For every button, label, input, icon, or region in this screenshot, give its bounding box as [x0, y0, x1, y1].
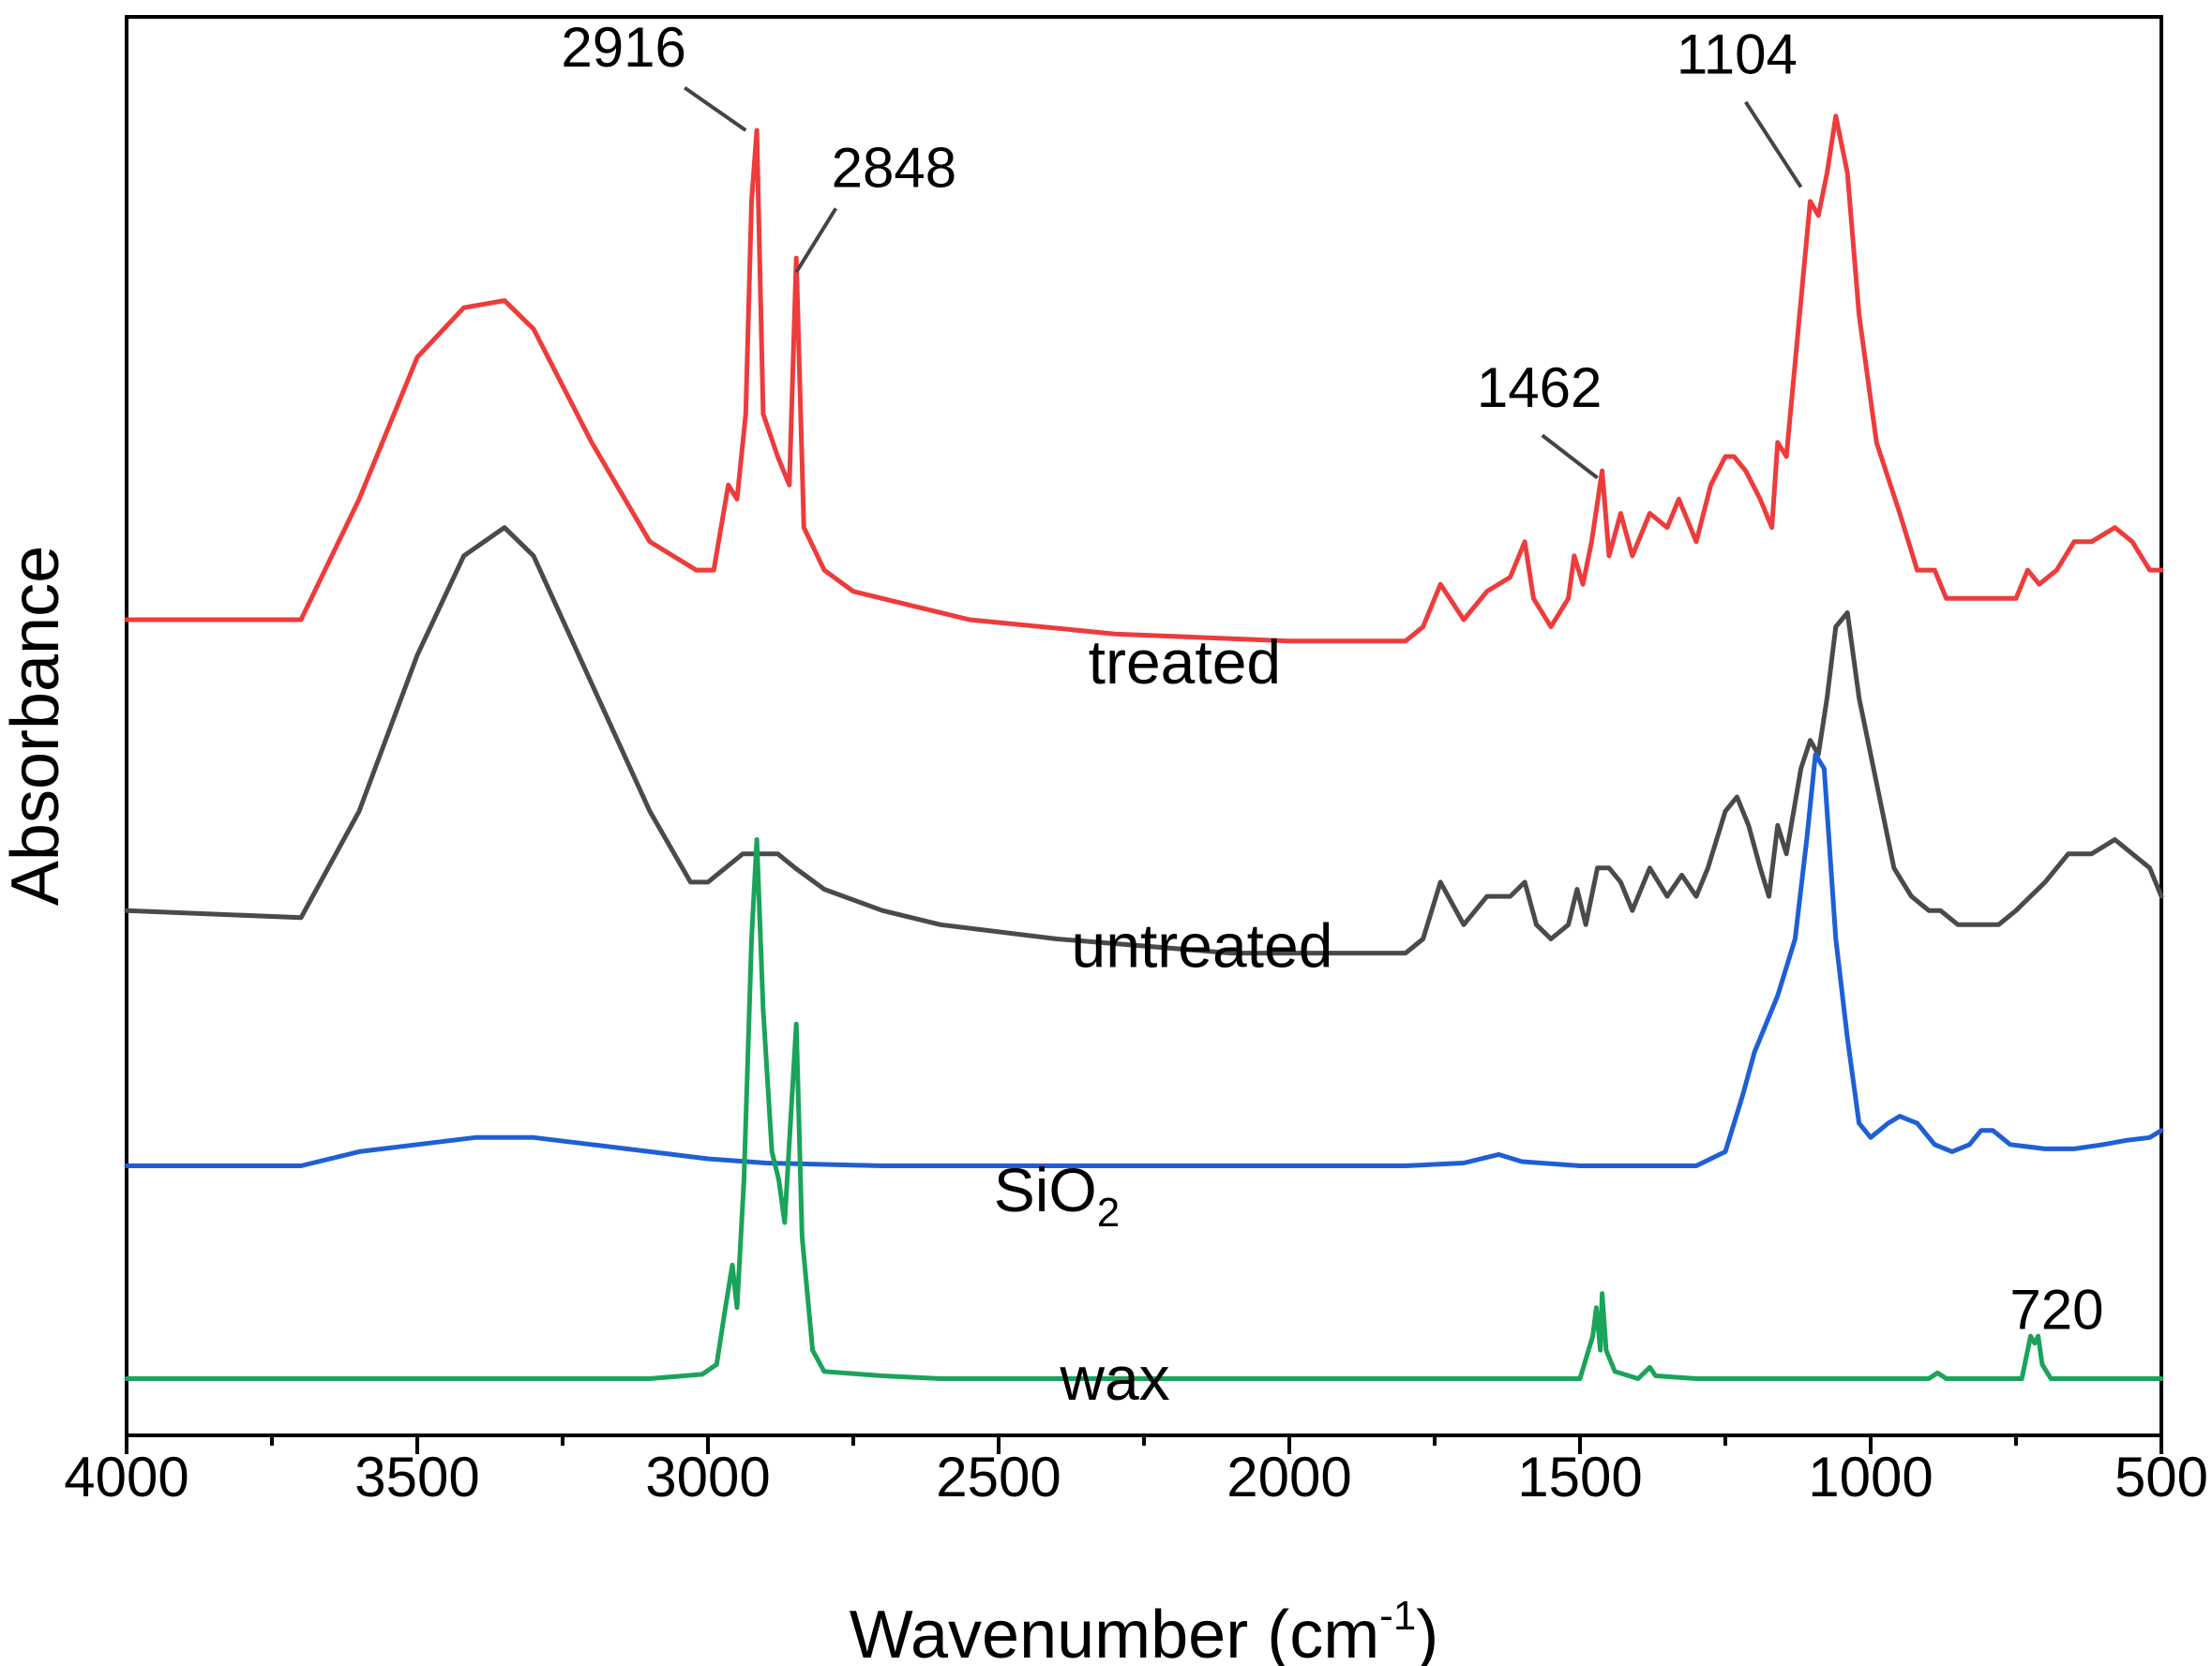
series-line-untreated: [124, 525, 2164, 956]
series-label-untreated: untreated: [1072, 911, 1333, 981]
annotation-label-1462: 1462: [1477, 356, 1602, 419]
series-label-subscript: 2: [1097, 1190, 1120, 1236]
x-tick-label: 4000: [64, 1446, 188, 1508]
annotation-leader-2916: [684, 86, 747, 132]
series-layer: [124, 113, 2164, 1381]
series-label-wax: wax: [1059, 1343, 1169, 1413]
annotation-label-2916: 2916: [561, 16, 685, 79]
series-label-main: SiO: [994, 1155, 1097, 1224]
series-label-sio: SiO2: [994, 1155, 1121, 1236]
x-axis-title-space: [1248, 1598, 1267, 1666]
series-labels-layer: treated untreated SiO2 wax: [994, 627, 1333, 1413]
annotation-leader-2848: [794, 207, 838, 274]
annotation-leader-1462: [1541, 433, 1599, 480]
x-axis-title: Wavenumber (cm-1): [850, 1593, 1439, 1666]
annotation-label-2848: 2848: [832, 137, 956, 200]
x-axis-unit-suffix: ): [1416, 1598, 1438, 1666]
series-line-sio: [124, 752, 2164, 1168]
y-axis-title: Absorbance: [0, 546, 73, 906]
annotations-layer: 2916 2848 1462 1104 720: [561, 16, 2103, 1342]
annotation-leader-1104: [1744, 100, 1803, 188]
x-axis-ticks: 4000 3500 3000 2500 2000 1500 1000 500: [64, 1435, 2208, 1508]
series-label-treated: treated: [1089, 627, 1281, 697]
x-tick-label: 500: [2114, 1446, 2208, 1508]
series-line-treated: [124, 113, 2164, 644]
x-tick-label: 3000: [645, 1446, 770, 1508]
x-tick-label: 2500: [936, 1446, 1061, 1508]
x-axis-unit-prefix: (cm: [1267, 1598, 1379, 1666]
x-tick-label: 1000: [1808, 1446, 1933, 1508]
annotation-label-720: 720: [2009, 1279, 2103, 1342]
x-axis-title-main: Wavenumber: [850, 1598, 1249, 1666]
annotation-label-1104: 1104: [1677, 23, 1798, 86]
x-axis-unit-exponent: -1: [1379, 1593, 1416, 1639]
x-tick-label: 1500: [1517, 1446, 1642, 1508]
series-line-wax: [124, 837, 2164, 1381]
plot-frame: [125, 15, 2163, 1437]
x-tick-label: 2000: [1226, 1446, 1351, 1508]
x-tick-label: 3500: [354, 1446, 479, 1508]
